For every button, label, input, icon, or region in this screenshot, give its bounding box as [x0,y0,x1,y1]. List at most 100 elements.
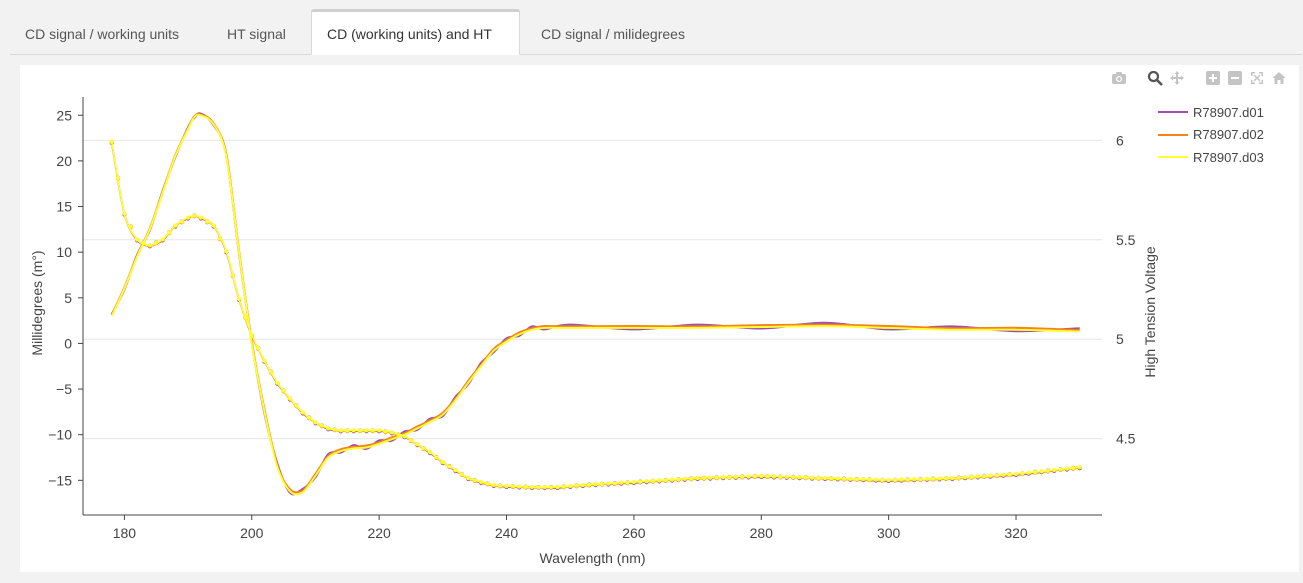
ht-point [1007,472,1012,477]
x-tick-label: 260 [622,525,646,541]
y-tick-label: 15 [56,199,72,215]
legend-item-d02[interactable]: R78907.d02 [1158,124,1264,147]
ht-point [950,475,955,481]
ht-point [931,476,936,481]
ht-point [580,482,586,488]
ht-point [650,478,656,484]
ht-point [300,410,305,415]
ht-point [332,427,337,432]
ht-point [669,477,675,482]
ht-point [682,476,687,481]
ht-point [720,475,726,480]
ht-point [619,480,624,485]
ht-point [625,480,630,485]
tab-cd-signal-milidegrees[interactable]: CD signal / milidegrees [541,26,685,42]
ht-point [593,482,598,487]
ht-point [644,479,649,484]
ht-point [186,215,191,220]
ht-point [701,475,707,481]
ht-point [587,482,592,487]
ht-point [268,369,273,374]
ht-point [459,472,465,477]
ht-line-R78907.d02 [110,141,1080,489]
y2-tick-label: 4.5 [1116,431,1136,447]
plot-modebar [1111,69,1287,87]
ht-point [1052,467,1057,473]
tab-cd-signal-working-units[interactable]: CD signal / working units [25,26,180,42]
ht-point [905,477,910,482]
ht-point [141,240,146,245]
ht-point [663,478,668,483]
ht-point [797,475,802,480]
zoom-out-icon[interactable] [1227,70,1243,86]
ht-point [695,475,700,481]
ht-point [911,477,917,482]
ht-markers-R78907.d01 [109,140,1082,491]
ht-point [230,273,235,278]
ht-point [969,474,974,480]
ht-point [434,455,439,460]
legend-label-d03: R78907.d03 [1193,149,1264,165]
ht-point [1001,472,1006,477]
x-tick-label: 320 [1004,525,1028,541]
ht-point [810,475,815,480]
cd-line-R78907.d02 [110,112,1080,494]
cd-line-R78907.d03 [110,113,1080,496]
ht-point [657,478,662,483]
camera-icon[interactable] [1111,70,1127,86]
x-tick-label: 240 [495,525,519,541]
ht-point [466,475,471,481]
ht-point [822,475,828,481]
ht-point [676,477,681,482]
ht-point [714,475,719,480]
ht-point [835,476,840,481]
ht-point [154,240,159,245]
reset-axes-icon[interactable] [1271,70,1287,86]
legend-label-d02: R78907.d02 [1193,127,1264,143]
ht-point [861,477,866,482]
ht-point [179,219,184,224]
ht-point [1026,470,1031,475]
ht-point [192,213,197,218]
ht-point [784,474,789,479]
pan-icon[interactable] [1169,70,1185,86]
ht-point [765,474,770,479]
x-tick-label: 200 [240,525,264,541]
ht-point [708,475,713,480]
ht-point [542,484,547,490]
ht-point [262,358,267,363]
tab-ht-signal[interactable]: HT signal [227,26,286,42]
ht-point [396,432,401,437]
ht-point [1045,468,1050,473]
ht-point [166,230,172,235]
ht-point [727,475,732,480]
zoom-icon[interactable] [1147,70,1163,86]
ht-point [778,474,783,479]
zoom-in-icon[interactable] [1205,70,1221,86]
ht-point [447,464,452,469]
ht-point [517,484,522,489]
ht-point [485,481,490,486]
ht-point [548,485,554,490]
ht-point [631,479,637,485]
ht-point [886,477,891,483]
ht-point [364,428,369,433]
legend-item-d01[interactable]: R78907.d01 [1158,101,1264,124]
ht-point [440,460,445,465]
legend-item-d03[interactable]: R78907.d03 [1158,146,1264,169]
ht-point [377,428,382,433]
y-tick-label: −15 [48,472,72,488]
y-tick-label: −5 [56,381,72,397]
ht-point [574,483,579,488]
autoscale-icon[interactable] [1249,70,1265,86]
ht-point [803,475,809,480]
ht-point [873,477,879,482]
ht-point [829,476,834,481]
ht-point [733,474,738,479]
legend-swatch-d02 [1158,133,1188,136]
legend-swatch-d03 [1158,156,1188,159]
tab-cd-and-ht[interactable]: CD (working units) and HT [311,9,520,55]
ht-point [918,477,923,482]
ht-point [224,249,229,254]
tab-bar: CD signal / working units HT signal CD (… [10,8,1302,55]
